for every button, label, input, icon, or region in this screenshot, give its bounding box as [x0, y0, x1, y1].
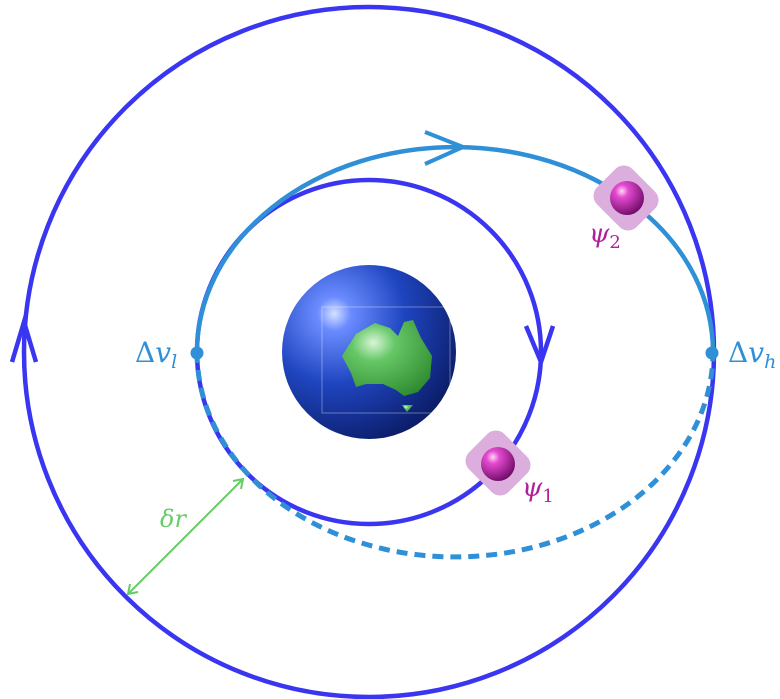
delta-v-low-label: Δvl — [135, 336, 177, 373]
psi-2-label: ψ2 — [589, 219, 621, 253]
burn-point-high — [705, 346, 719, 360]
satellite-2 — [593, 165, 659, 231]
delta-r-label: δr — [160, 505, 187, 533]
outer-orbit-arrow-icon — [9, 314, 39, 363]
satellite-icon — [610, 181, 644, 215]
transfer-orbit-upper — [194, 144, 716, 353]
delta-v-high-label: Δvh — [728, 336, 776, 373]
psi-1-label: ψ1 — [522, 473, 554, 507]
transfer-orbit-arrow-icon — [424, 130, 469, 166]
transfer-orbit-lower-dashed — [194, 351, 716, 560]
satellite-1 — [465, 430, 531, 496]
burn-point-low — [190, 346, 204, 360]
satellite-icon — [481, 447, 515, 481]
inner-orbit-arrow-icon — [523, 325, 556, 369]
radius-difference-arrow — [126, 477, 245, 596]
earth-icon — [282, 265, 456, 439]
